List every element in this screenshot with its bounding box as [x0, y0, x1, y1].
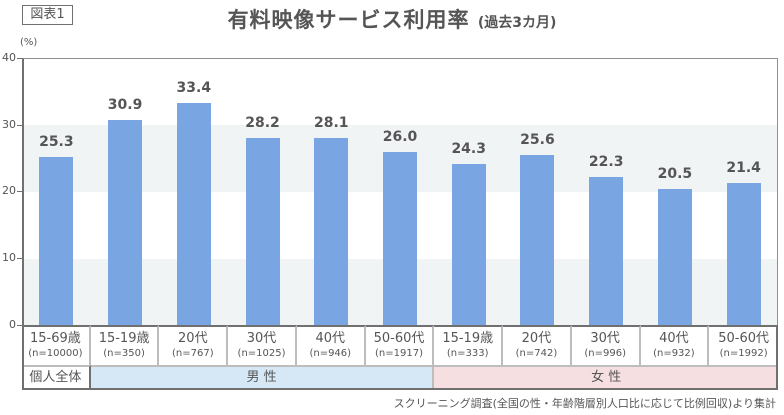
category-label: 15-19歳 [442, 331, 494, 346]
tick-mark [17, 125, 22, 126]
bar [39, 157, 74, 326]
group-row: 個人全体男 性女 性 [22, 365, 778, 390]
figure-label: 図表1 [22, 5, 73, 25]
category-cell: 50-60代 (n=1992) [709, 325, 778, 365]
chart-title-sub: (過去3カ月) [477, 15, 557, 31]
sample-size: (n=1025) [237, 348, 286, 359]
category-cell: 30代 (n=1025) [228, 325, 297, 365]
sample-size: (n=932) [653, 348, 695, 359]
y-tick-10: 10 [2, 251, 16, 264]
category-label: 20代 [178, 331, 208, 346]
bar [314, 138, 349, 326]
tick-mark [17, 58, 22, 59]
value-label: 21.4 [726, 160, 761, 177]
category-label: 15-69歳 [29, 331, 81, 346]
sample-size: (n=350) [103, 348, 145, 359]
bar [245, 137, 280, 326]
group-cell-female: 女 性 [434, 365, 778, 390]
value-label: 30.9 [107, 96, 143, 113]
category-label: 20代 [521, 331, 552, 346]
category-label: 50-60代 [373, 331, 425, 346]
group-cell-male: 男 性 [90, 365, 435, 390]
value-label: 26.0 [382, 129, 418, 146]
sample-size: (n=1917) [375, 348, 423, 359]
value-label: 28.2 [245, 114, 280, 131]
bar [108, 119, 143, 326]
category-label: 30代 [590, 331, 620, 346]
y-tick-40: 40 [2, 51, 16, 64]
chart-title: 有料映像サービス利用率 (過去3カ月) [0, 4, 784, 34]
tick-mark [17, 258, 22, 259]
category-cell: 30代 (n=996) [571, 325, 641, 365]
category-cell: 40代 (n=932) [640, 325, 710, 365]
value-label: 28.1 [313, 115, 349, 132]
tick-mark [17, 191, 22, 192]
category-cell: 15-69歳 (n=10000) [22, 325, 91, 365]
category-label: 40代 [659, 331, 689, 346]
category-label: 50-60代 [718, 331, 770, 346]
plot-area: 25.3 30.9 33.4 28.2 28.1 26.0 24.3 25.6 22.3 20.5… [22, 58, 778, 326]
y-tick-0: 0 [9, 318, 16, 331]
category-cell: 15-19歳 (n=333) [434, 325, 504, 365]
sample-size: (n=1992) [719, 348, 768, 359]
sample-size: (n=742) [515, 348, 558, 359]
sample-size: (n=996) [584, 348, 626, 359]
sample-size: (n=333) [446, 348, 489, 359]
value-label: 33.4 [176, 80, 212, 97]
value-label: 25.3 [39, 134, 74, 151]
category-row: 15-69歳 (n=10000) 15-19歳 (n=350) 20代 (n=767) 30… [22, 325, 778, 365]
category-cell: 20代 (n=742) [503, 325, 572, 365]
tick-mark [17, 325, 22, 326]
category-cell: 50-60代 (n=1917) [365, 325, 435, 365]
y-tick-30: 30 [2, 118, 16, 131]
bar [589, 177, 624, 326]
bar [176, 103, 211, 326]
y-axis-unit: (%) [20, 37, 38, 48]
bar [451, 163, 486, 326]
value-label: 22.3 [588, 154, 624, 171]
bar [657, 189, 692, 326]
value-label: 24.3 [451, 140, 486, 157]
category-label: 15-19歳 [98, 331, 150, 346]
value-label: 25.6 [520, 132, 555, 149]
bar [726, 183, 761, 326]
sample-size: (n=10000) [28, 348, 83, 359]
category-label: 40代 [315, 331, 346, 346]
group-cell-all: 個人全体 [22, 365, 91, 390]
chart-title-main: 有料映像サービス利用率 [227, 8, 470, 32]
category-cell: 40代 (n=946) [296, 325, 366, 365]
sample-size: (n=767) [172, 348, 214, 359]
sample-size: (n=946) [309, 348, 352, 359]
footnote: スクリーニング調査(全国の性・年齢階層別人口比に応じて比例回収)より集計 [393, 397, 776, 410]
category-cell: 15-19歳 (n=350) [90, 325, 160, 365]
category-label: 30代 [246, 331, 277, 346]
category-cell: 20代 (n=767) [159, 325, 229, 365]
value-label: 20.5 [657, 166, 693, 183]
bar [520, 155, 555, 326]
y-tick-20: 20 [2, 184, 16, 197]
bar [383, 152, 417, 326]
